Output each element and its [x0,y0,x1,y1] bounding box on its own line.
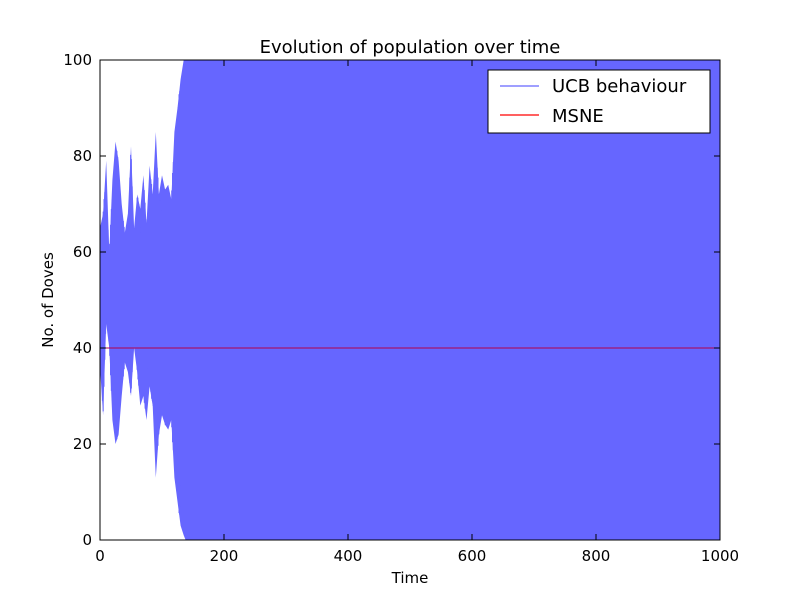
y-tick-label: 40 [73,339,92,357]
y-tick-label: 60 [73,243,92,261]
x-tick-label: 200 [210,547,239,565]
chart-title: Evolution of population over time [260,37,561,58]
y-tick-label: 100 [63,51,92,69]
x-tick-label: 0 [95,547,105,565]
y-tick-label: 0 [82,531,92,549]
legend-label-ucb: UCB behaviour [552,76,687,97]
x-axis-label: Time [391,569,429,587]
legend-label-msne: MSNE [552,106,604,127]
y-axis-label: No. of Doves [39,252,57,348]
series-layer [99,60,720,540]
plot-frame [99,59,721,541]
x-tick-label: 800 [582,547,611,565]
plot-area: 0 200 400 600 800 1000 0 20 40 60 80 100 [63,51,739,565]
legend: UCB behaviour MSNE [487,69,711,134]
x-tick-label: 400 [334,547,363,565]
x-tick-label: 600 [458,547,487,565]
series-ucb-fill [100,60,720,540]
y-tick-label: 20 [73,435,92,453]
legend-box [487,69,711,134]
x-tick-label: 1000 [701,547,739,565]
y-tick-label: 80 [73,147,92,165]
ticks-layer: 0 200 400 600 800 1000 0 20 40 60 80 100 [63,51,739,565]
